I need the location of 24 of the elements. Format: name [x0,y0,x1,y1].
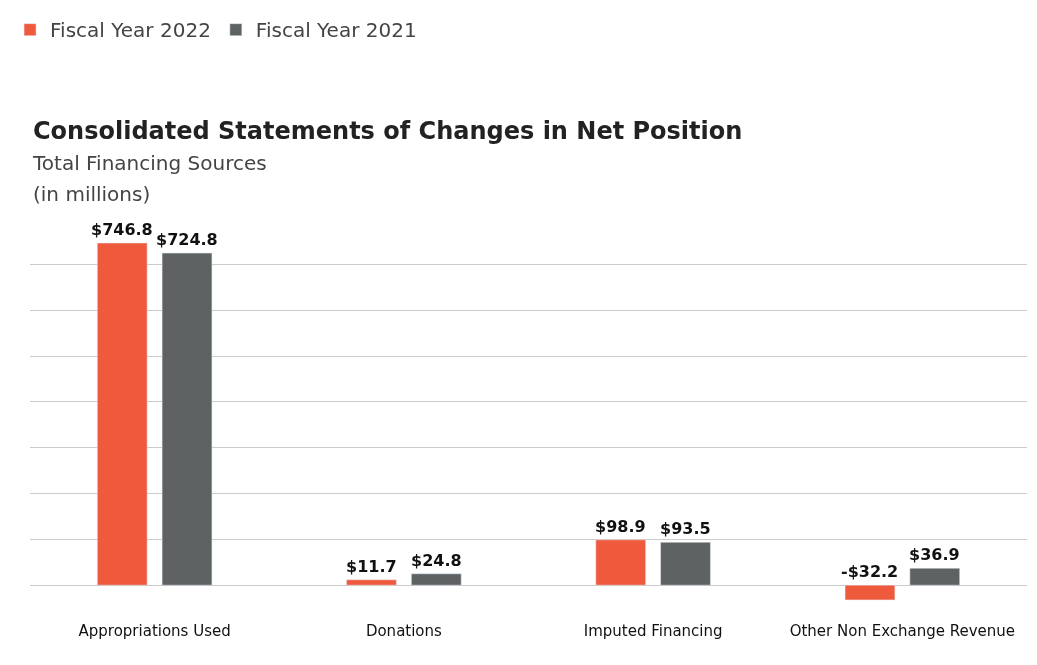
x-tick-label: Donations [365,622,443,640]
bar [844,584,896,601]
data-label: $746.8 [91,220,153,239]
x-tick-label: Appropriations Used [78,622,231,640]
x-tick-label: Imputed Financing [583,622,723,640]
data-label: $93.5 [660,519,711,538]
bar [660,542,711,586]
chart-subtitle: Total Financing Sources (in millions) [32,151,267,207]
bar [909,567,960,586]
data-label: $98.9 [595,517,646,536]
bar [411,573,462,586]
legend-label: Fiscal Year 2022 [50,18,211,43]
data-label: $724.8 [156,230,218,249]
data-label: -$32.2 [841,562,899,581]
bar [161,252,213,586]
bar [346,579,397,586]
chart-title: Consolidated Statements of Changes in Net Position [33,117,743,145]
bar [97,242,148,586]
x-tick-label: Other Non Exchange Revenue [789,622,1016,640]
data-label: $24.8 [411,551,462,570]
legend-label: Fiscal Year 2021 [255,18,417,43]
bar [595,539,646,586]
data-label: $11.7 [346,557,397,576]
data-label: $36.9 [909,545,960,564]
